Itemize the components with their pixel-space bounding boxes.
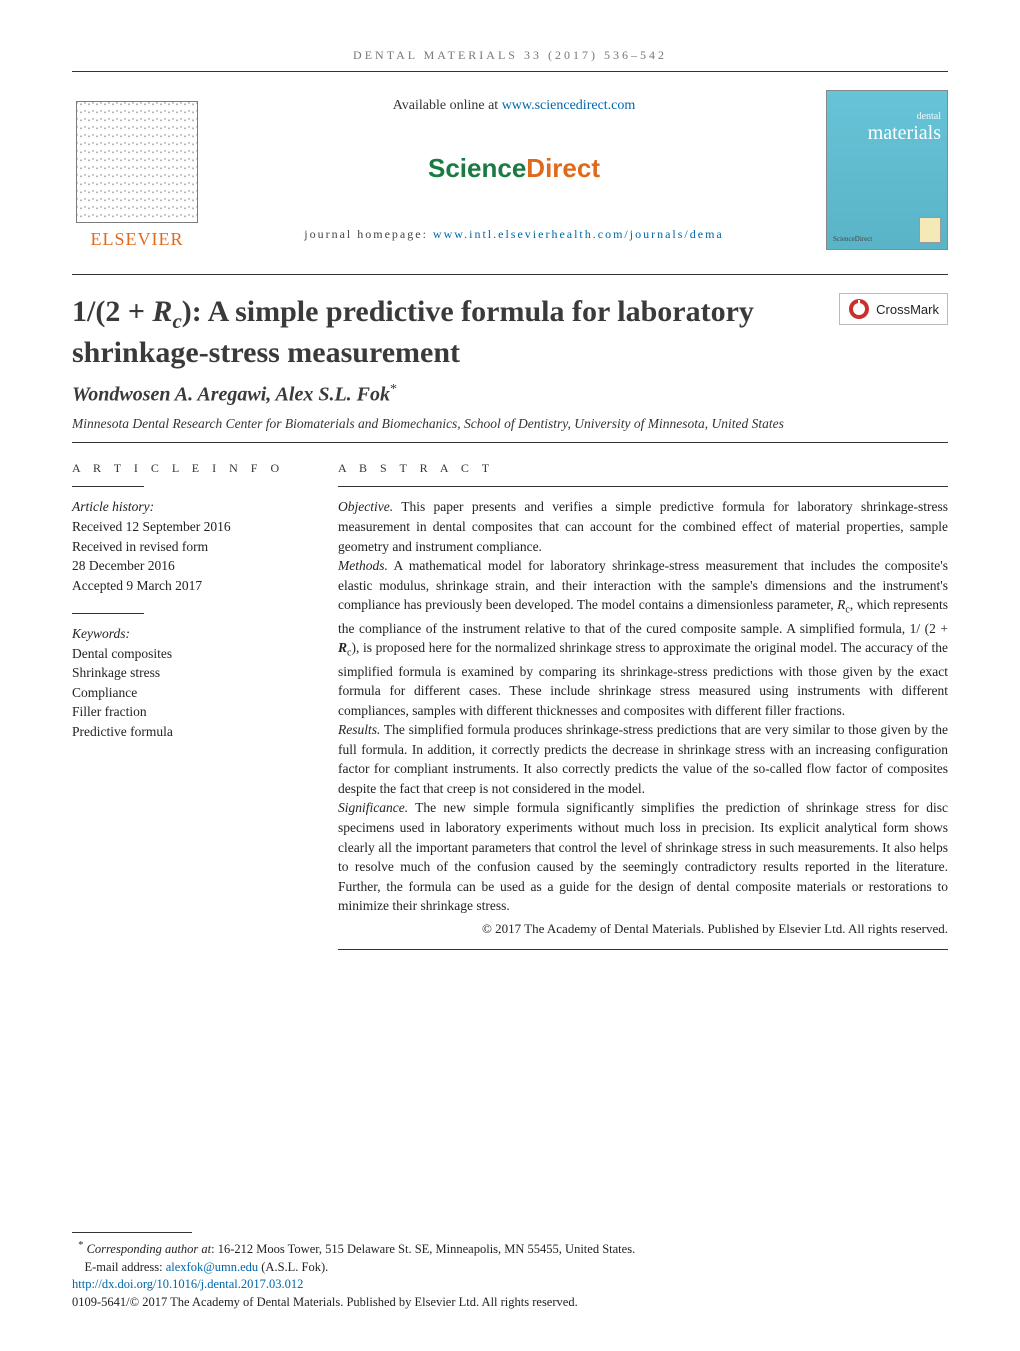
methods-rc-2: R (338, 640, 347, 655)
title-rc-symbol: R (152, 295, 172, 328)
history-line: Received in revised form (72, 539, 208, 554)
keyword: Compliance (72, 685, 137, 700)
title-rc-sub: c (172, 309, 181, 333)
history-line: Accepted 9 March 2017 (72, 578, 202, 593)
corresponding-symbol: * (390, 382, 397, 397)
footnote-symbol: * (78, 1240, 83, 1251)
objective-label: Objective. (338, 499, 393, 514)
journal-cover-thumbnail: dental materials ScienceDirect (826, 90, 948, 250)
corr-label: Corresponding author at (87, 1242, 212, 1256)
article-info-label: A R T I C L E I N F O (72, 461, 312, 476)
masthead: ELSEVIER Available online at www.science… (72, 90, 948, 250)
keyword: Filler fraction (72, 704, 147, 719)
journal-homepage-label: journal homepage: (304, 227, 433, 241)
methods-text-c: ), is proposed here for the normalized s… (338, 640, 948, 717)
authors-names: Wondwosen A. Aregawi, Alex S.L. Fok (72, 383, 390, 405)
cover-big-text: materials (833, 122, 941, 145)
abstract-label: A B S T R A C T (338, 461, 948, 476)
keywords-label: Keywords: (72, 626, 130, 641)
masthead-center: Available online at www.sciencedirect.co… (222, 90, 806, 250)
history-label: Article history: (72, 499, 154, 514)
crossmark-icon (848, 298, 870, 320)
sd-logo-right: Direct (526, 153, 600, 183)
issn-copyright-line: 0109-5641/© 2017 The Academy of Dental M… (72, 1294, 948, 1312)
sd-logo-left: Science (428, 153, 526, 183)
elsevier-wordmark: ELSEVIER (91, 229, 184, 250)
article-info-column: A R T I C L E I N F O Article history: R… (72, 461, 312, 949)
title-prefix: 1/(2 + (72, 295, 152, 328)
keyword: Dental composites (72, 646, 172, 661)
authors-line: Wondwosen A. Aregawi, Alex S.L. Fok* (72, 382, 948, 407)
available-online-line: Available online at www.sciencedirect.co… (222, 98, 806, 114)
results-text: The simplified formula produces shrinkag… (338, 722, 948, 796)
crossmark-label: CrossMark (876, 302, 939, 317)
results-label: Results. (338, 722, 380, 737)
footnote-rule (72, 1232, 192, 1233)
email-label: E-mail address: (85, 1260, 166, 1274)
keyword: Predictive formula (72, 724, 173, 739)
elsevier-logo: ELSEVIER (72, 90, 202, 250)
journal-homepage-line: journal homepage: www.intl.elsevierhealt… (222, 227, 806, 242)
footnotes: * Corresponding author at: 16-212 Moos T… (72, 1232, 948, 1311)
significance-text: The new simple formula significantly sim… (338, 800, 948, 913)
article-history: Article history: Received 12 September 2… (72, 497, 312, 595)
objective-text: This paper presents and verifies a simpl… (338, 499, 948, 553)
abstract-rule-bottom (338, 949, 948, 950)
cover-stamp-icon (919, 217, 941, 243)
email-footnote: E-mail address: alexfok@umn.edu (A.S.L. … (72, 1259, 948, 1277)
significance-label: Significance. (338, 800, 408, 815)
abstract-column: A B S T R A C T Objective. This paper pr… (338, 461, 948, 949)
info-rule-1 (72, 486, 144, 487)
history-line: 28 December 2016 (72, 558, 175, 573)
journal-homepage-url[interactable]: www.intl.elsevierhealth.com/journals/dem… (433, 227, 724, 241)
history-line: Received 12 September 2016 (72, 519, 231, 534)
available-prefix: Available online at (393, 98, 502, 113)
running-head: DENTAL MATERIALS 33 (2017) 536–542 (72, 48, 948, 63)
masthead-bottom-rule (72, 274, 948, 275)
email-tail: (A.S.L. Fok). (258, 1260, 328, 1274)
top-rule (72, 71, 948, 72)
info-rule-2 (72, 613, 144, 614)
keyword: Shrinkage stress (72, 665, 160, 680)
elsevier-tree-icon (76, 101, 198, 223)
crossmark-badge[interactable]: CrossMark (839, 293, 948, 325)
methods-label: Methods. (338, 558, 388, 573)
article-title: 1/(2 + Rc): A simple predictive formula … (72, 293, 821, 372)
abstract-body: Objective. This paper presents and verif… (338, 497, 948, 938)
keywords-block: Keywords: Dental composites Shrinkage st… (72, 624, 312, 741)
authors-rule (72, 442, 948, 443)
affiliation: Minnesota Dental Research Center for Bio… (72, 416, 948, 432)
corresponding-author-footnote: * Corresponding author at: 16-212 Moos T… (72, 1239, 948, 1259)
abstract-copyright: © 2017 The Academy of Dental Materials. … (338, 920, 948, 939)
sciencedirect-logo: ScienceDirect (222, 153, 806, 184)
cover-foot-text: ScienceDirect (833, 235, 872, 243)
sciencedirect-url[interactable]: www.sciencedirect.com (502, 98, 636, 113)
doi-link[interactable]: http://dx.doi.org/10.1016/j.dental.2017.… (72, 1277, 303, 1291)
email-link[interactable]: alexfok@umn.edu (166, 1260, 258, 1274)
abstract-rule-top (338, 486, 948, 487)
cover-small-text: dental (833, 111, 941, 122)
corr-text: : 16-212 Moos Tower, 515 Delaware St. SE… (211, 1242, 635, 1256)
